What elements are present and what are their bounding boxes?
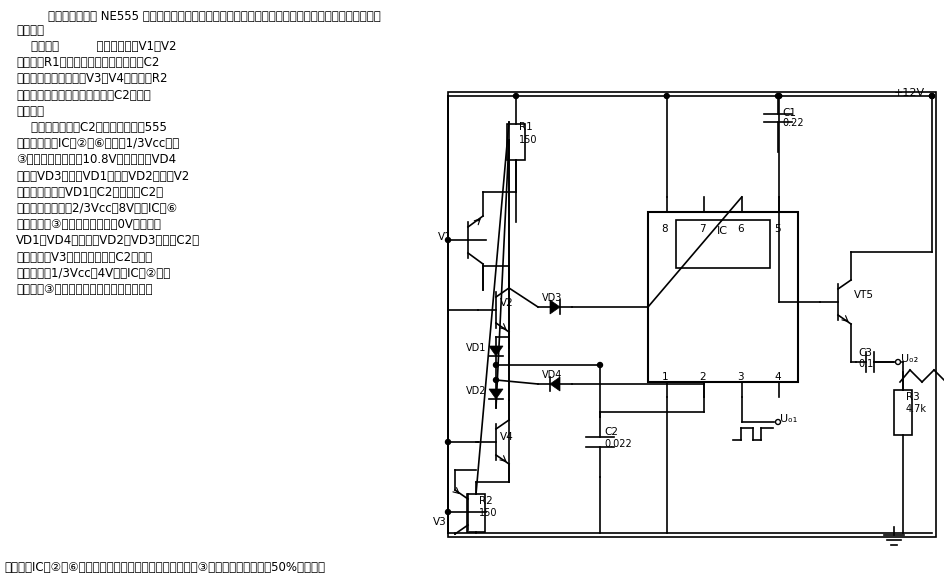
Text: C1: C1	[782, 108, 796, 118]
Text: 4.7k: 4.7k	[906, 404, 927, 414]
Text: VD1、VD4反偏，而VD2、VD3正偏，C2上: VD1、VD4反偏，而VD2、VD3正偏，C2上	[16, 235, 200, 247]
Text: C3: C3	[858, 348, 872, 358]
Circle shape	[777, 94, 782, 98]
Circle shape	[514, 94, 518, 98]
Bar	[894, 390, 912, 435]
Text: 150: 150	[519, 135, 537, 145]
Text: IC: IC	[717, 226, 728, 236]
Polygon shape	[489, 346, 503, 356]
Polygon shape	[550, 300, 560, 314]
Text: 7: 7	[700, 224, 706, 234]
Text: 0.1: 0.1	[858, 359, 873, 369]
Circle shape	[930, 94, 935, 98]
Text: 线性下降到1/3Vcc即4V时，IC的②脚触: 线性下降到1/3Vcc即4V时，IC的②脚触	[16, 267, 170, 280]
Text: 时基集成电路IC的②、⑥脚小于1/3Vcc，其: 时基集成电路IC的②、⑥脚小于1/3Vcc，其	[16, 137, 179, 150]
Circle shape	[665, 94, 669, 98]
Circle shape	[446, 510, 450, 514]
Text: 本电路利用一块 NE555 时基集成电路及少量外围元件，可方便地同时得到三角波和方波两种脉冲波形: 本电路利用一块 NE555 时基集成电路及少量外围元件，可方便地同时得到三角波和…	[48, 10, 380, 23]
Circle shape	[446, 439, 450, 445]
Text: Uₒ₁: Uₒ₁	[780, 414, 798, 424]
Bar	[676, 220, 770, 268]
Circle shape	[446, 238, 450, 243]
Circle shape	[930, 94, 935, 98]
Text: V1: V1	[438, 232, 452, 242]
Polygon shape	[550, 377, 560, 391]
Polygon shape	[489, 389, 503, 399]
Text: VD3: VD3	[542, 293, 563, 303]
Text: ③脚输出高电平（约10.8V），二极管VD4: ③脚输出高电平（约10.8V），二极管VD4	[16, 153, 177, 166]
Text: 150: 150	[479, 508, 497, 518]
Text: V3: V3	[433, 517, 447, 527]
Text: 的电荷通过V3集电极放电。当C2上电压: 的电荷通过V3集电极放电。当C2上电压	[16, 250, 152, 264]
Text: V2: V2	[500, 298, 514, 308]
Text: 电路刚接通时，C2上的电压为零，555: 电路刚接通时，C2上的电压为零，555	[16, 121, 167, 134]
Text: 脚触发，使③脚输出低电平（约0V）。此时: 脚触发，使③脚输出低电平（约0V）。此时	[16, 218, 160, 231]
Text: R2: R2	[479, 496, 493, 506]
Circle shape	[494, 363, 498, 367]
Text: 复始，在IC的②、⑥脚便可得到线性度很高的三角波，而在③脚便可得到占空比为50%的方波。: 复始，在IC的②、⑥脚便可得到线性度很高的三角波，而在③脚便可得到占空比为50%…	[4, 561, 325, 574]
Text: 3: 3	[736, 372, 743, 382]
Text: 集电极电流通过VD1向C2充电。当C2上: 集电极电流通过VD1向C2充电。当C2上	[16, 186, 163, 199]
Bar	[467, 494, 485, 532]
Text: 正偏，VD3反偏，VD1正偏，VD2反偏，V2: 正偏，VD3反偏，VD1正偏，VD2反偏，V2	[16, 170, 189, 183]
Text: 1: 1	[662, 372, 668, 382]
Text: 电路如图          所示，晶体管V1、V2: 电路如图 所示，晶体管V1、V2	[16, 40, 177, 53]
Circle shape	[896, 360, 901, 364]
Text: 6: 6	[736, 224, 743, 234]
Text: VD4: VD4	[542, 370, 563, 380]
Text: 2: 2	[700, 372, 706, 382]
Text: 性放电。: 性放电。	[16, 105, 44, 118]
Text: R3: R3	[906, 392, 919, 402]
Text: 和电阻器R1构成恒流源，用于对电容器C2: 和电阻器R1构成恒流源，用于对电容器C2	[16, 56, 160, 69]
Text: 的电压线性增长到2/3Vcc即8V时，IC的⑥: 的电压线性增长到2/3Vcc即8V时，IC的⑥	[16, 202, 177, 215]
Text: VT5: VT5	[854, 290, 874, 300]
Text: 8: 8	[662, 224, 668, 234]
Text: 发，而使③脚置位，输出高电平。如此周而: 发，而使③脚置位，输出高电平。如此周而	[16, 283, 153, 296]
Text: +12V: +12V	[894, 88, 925, 98]
Text: 实现线性充电；晶体管V3、V4和电阻器R2: 实现线性充电；晶体管V3、V4和电阻器R2	[16, 73, 167, 85]
Circle shape	[494, 377, 498, 383]
Circle shape	[776, 94, 781, 98]
Text: VD1: VD1	[466, 343, 486, 353]
Text: 4: 4	[774, 372, 781, 382]
Text: 构成另一恒流源，用于对电容器C2实现线: 构成另一恒流源，用于对电容器C2实现线	[16, 88, 151, 102]
Text: 0.022: 0.022	[604, 439, 632, 449]
Text: 的输出。: 的输出。	[16, 24, 44, 37]
Bar	[448, 92, 936, 537]
Bar	[507, 124, 525, 160]
Text: 0.22: 0.22	[782, 118, 803, 128]
Text: R1: R1	[519, 122, 532, 132]
Text: 5: 5	[774, 224, 781, 234]
Text: C2: C2	[604, 427, 618, 437]
Bar	[648, 212, 798, 382]
Circle shape	[598, 363, 602, 367]
Text: Uₒ₂: Uₒ₂	[901, 354, 919, 364]
Text: VD2: VD2	[466, 386, 486, 396]
Circle shape	[776, 419, 781, 425]
Text: V4: V4	[500, 432, 514, 442]
